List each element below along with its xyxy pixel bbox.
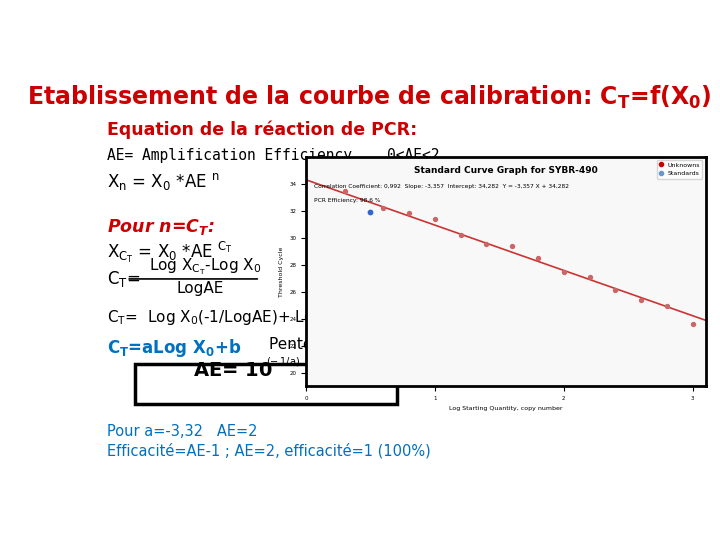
Point <box>635 295 647 304</box>
Text: $\mathregular{X_n}$ = $\mathregular{X_0}$ *AE $\mathregular{^n}$: $\mathregular{X_n}$ = $\mathregular{X_0}… <box>107 171 220 192</box>
Point <box>365 207 377 216</box>
Text: Log $\mathregular{X_{C_T}}$-Log $\mathregular{X_0}$: Log $\mathregular{X_{C_T}}$-Log $\mathre… <box>148 257 261 278</box>
Legend: Unknowns, Standards: Unknowns, Standards <box>657 160 703 179</box>
Point <box>687 319 698 328</box>
Text: Efficacité=AE-1 ; AE=2, efficacité=1 (100%): Efficacité=AE-1 ; AE=2, efficacité=1 (10… <box>107 443 431 458</box>
Point <box>532 254 544 262</box>
Text: AE= Amplification Efficiency    0<AE<2: AE= Amplification Efficiency 0<AE<2 <box>107 148 439 163</box>
Point <box>584 273 595 282</box>
Point <box>403 209 415 218</box>
Point <box>661 301 672 310</box>
Text: Etablissement de la courbe de calibration: $\mathregular{C_T}$=f($\mathregular{X: Etablissement de la courbe de calibratio… <box>27 84 711 111</box>
Text: Pente a= -1/LogAE: Pente a= -1/LogAE <box>269 337 411 352</box>
Point <box>339 187 351 195</box>
Text: LogAE: LogAE <box>176 281 224 296</box>
Point <box>429 214 441 223</box>
Point <box>377 203 389 212</box>
Y-axis label: Threshold Cycle: Threshold Cycle <box>279 246 284 296</box>
X-axis label: Log Starting Quantity, copy number: Log Starting Quantity, copy number <box>449 407 562 411</box>
Text: PCR Efficiency: 98,6 %: PCR Efficiency: 98,6 % <box>314 198 380 203</box>
Text: $\mathregular{C_T}$=  Log $\mathregular{X_0}$(-1/LogAE)+ Log $\mathregular{X_{C_: $\mathregular{C_T}$= Log $\mathregular{X… <box>107 308 426 329</box>
Text: $\mathregular{X_{C_T}}$ = $\mathregular{X_0}$ *AE $\mathregular{^{C_T}}$: $\mathregular{X_{C_T}}$ = $\mathregular{… <box>107 239 233 265</box>
Point <box>455 231 467 239</box>
Point <box>610 286 621 295</box>
Text: Equation de la réaction de PCR:: Equation de la réaction de PCR: <box>107 121 417 139</box>
Text: Pour n=C$\mathregular{_T}$:: Pour n=C$\mathregular{_T}$: <box>107 217 215 237</box>
Text: $\mathregular{^{(-\,1/a)}}$: $\mathregular{^{(-\,1/a)}}$ <box>266 358 300 372</box>
FancyBboxPatch shape <box>135 364 397 404</box>
Text: $\mathregular{C_T}$=: $\mathregular{C_T}$= <box>107 268 140 288</box>
Text: Pour a=-3,32   AE=2: Pour a=-3,32 AE=2 <box>107 424 257 440</box>
Text: Correlation Coefficient: 0,992  Slope: -3,357  Intercept: 34,282  Y = -3,357 X +: Correlation Coefficient: 0,992 Slope: -3… <box>314 184 569 189</box>
Point <box>481 240 492 248</box>
Text: Standard Curve Graph for SYBR-490: Standard Curve Graph for SYBR-490 <box>414 166 598 175</box>
Point <box>558 268 570 276</box>
Text: AE= $\mathbf{10}$: AE= $\mathbf{10}$ <box>193 361 273 380</box>
Text: $\mathregular{C_T}$=aLog $\mathregular{X_0}$+b: $\mathregular{C_T}$=aLog $\mathregular{X… <box>107 337 241 359</box>
Point <box>506 241 518 250</box>
